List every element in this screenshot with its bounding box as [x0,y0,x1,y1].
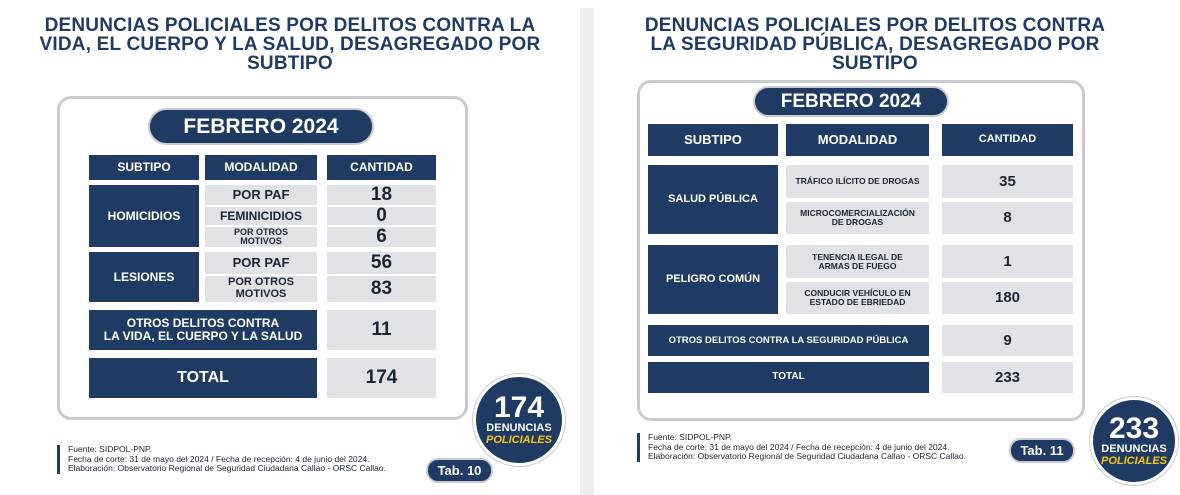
right-header-subtipo: SUBTIPO [648,124,778,156]
left-modalidad-lesiones-paf: POR PAF [205,252,317,274]
left-table-tag: Tab. 10 [426,458,493,483]
right-cantidad-tenencia: 1 [942,245,1073,278]
right-cantidad-trafico: 35 [942,165,1073,198]
left-title: DENUNCIAS POLICIALES POR DELITOS CONTRA … [39,15,541,74]
left-cantidad-otros: 11 [327,310,436,350]
left-header-modalidad: MODALIDAD [205,155,317,180]
right-cantidad-otros: 9 [942,325,1073,356]
left-cantidad-lesiones-otros: 83 [327,276,436,302]
right-cantidad-microcomercializacion: 8 [942,202,1073,234]
right-header-cantidad: CANTIDAD [942,124,1073,156]
right-badge-number: 233 [1108,412,1160,445]
right-subtipo-otros: OTROS DELITOS CONTRA LA SEGURIDAD PÚBLIC… [648,325,929,356]
left-subtipo-homicidios: HOMICIDIOS [89,185,199,247]
left-cantidad-homicidios-paf: 18 [327,185,436,205]
right-total-value: 233 [942,362,1073,393]
left-source-note: Fuente: SIDPOL-PNP. Fecha de corte: 31 d… [57,444,427,474]
right-total-badge: 233 DENUNCIAS POLICIALES [1090,397,1178,485]
right-badge-sublabel: POLICIALES [1100,455,1167,467]
left-modalidad-lesiones-otros: POR OTROS MOTIVOS [205,276,317,302]
left-header-subtipo: SUBTIPO [89,155,199,180]
left-period-pill: FEBRERO 2024 [148,108,374,145]
right-modalidad-tenencia: TENENCIA ILEGAL DE ARMAS DE FUEGO [786,245,929,278]
left-cantidad-lesiones-paf: 56 [327,252,436,274]
right-subtipo-peligro-comun: PELIGRO COMÚN [648,245,778,314]
right-title: DENUNCIAS POLICIALES POR DELITOS CONTRA … [644,15,1106,74]
left-subtipo-otros: OTROS DELITOS CONTRA LA VIDA, EL CUERPO … [89,310,317,350]
right-badge-label: DENUNCIAS [1101,443,1167,455]
right-modalidad-conducir: CONDUCIR VEHÍCULO EN ESTADO DE EBRIEDAD [786,282,929,314]
left-total-label: TOTAL [89,358,317,398]
right-period-pill: FEBRERO 2024 [753,86,949,117]
right-source-note: Fuente: SIDPOL-PNP. Fecha de corte: 31 d… [637,432,1007,462]
left-total-badge: 174 DENUNCIAS POLICIALES [473,374,565,466]
left-modalidad-feminicidios: FEMINICIDIOS [205,207,317,225]
section-divider [580,8,594,495]
left-header-cantidad: CANTIDAD [327,155,436,180]
left-cantidad-feminicidios: 0 [327,206,436,226]
right-modalidad-microcomercializacion: MICROCOMERCIALIZACIÓN DE DROGAS [786,202,929,234]
left-badge-sublabel: POLICIALES [485,434,552,446]
right-subtipo-salud-publica: SALUD PÚBLICA [648,165,778,234]
left-total-value: 174 [327,358,436,398]
right-total-label: TOTAL [648,362,929,393]
right-header-modalidad: MODALIDAD [786,124,929,156]
left-cantidad-homicidios-otros: 6 [327,227,436,247]
left-badge-number: 174 [493,391,545,424]
right-table-tag: Tab. 11 [1009,438,1075,463]
left-modalidad-homicidios-paf: POR PAF [205,185,317,205]
right-modalidad-trafico: TRÁFICO ILÍCITO DE DROGAS [786,165,929,198]
left-badge-label: DENUNCIAS [486,422,552,434]
left-subtipo-lesiones: LESIONES [89,252,199,302]
left-modalidad-homicidios-otros: POR OTROS MOTIVOS [205,227,317,247]
right-cantidad-conducir: 180 [942,282,1073,314]
